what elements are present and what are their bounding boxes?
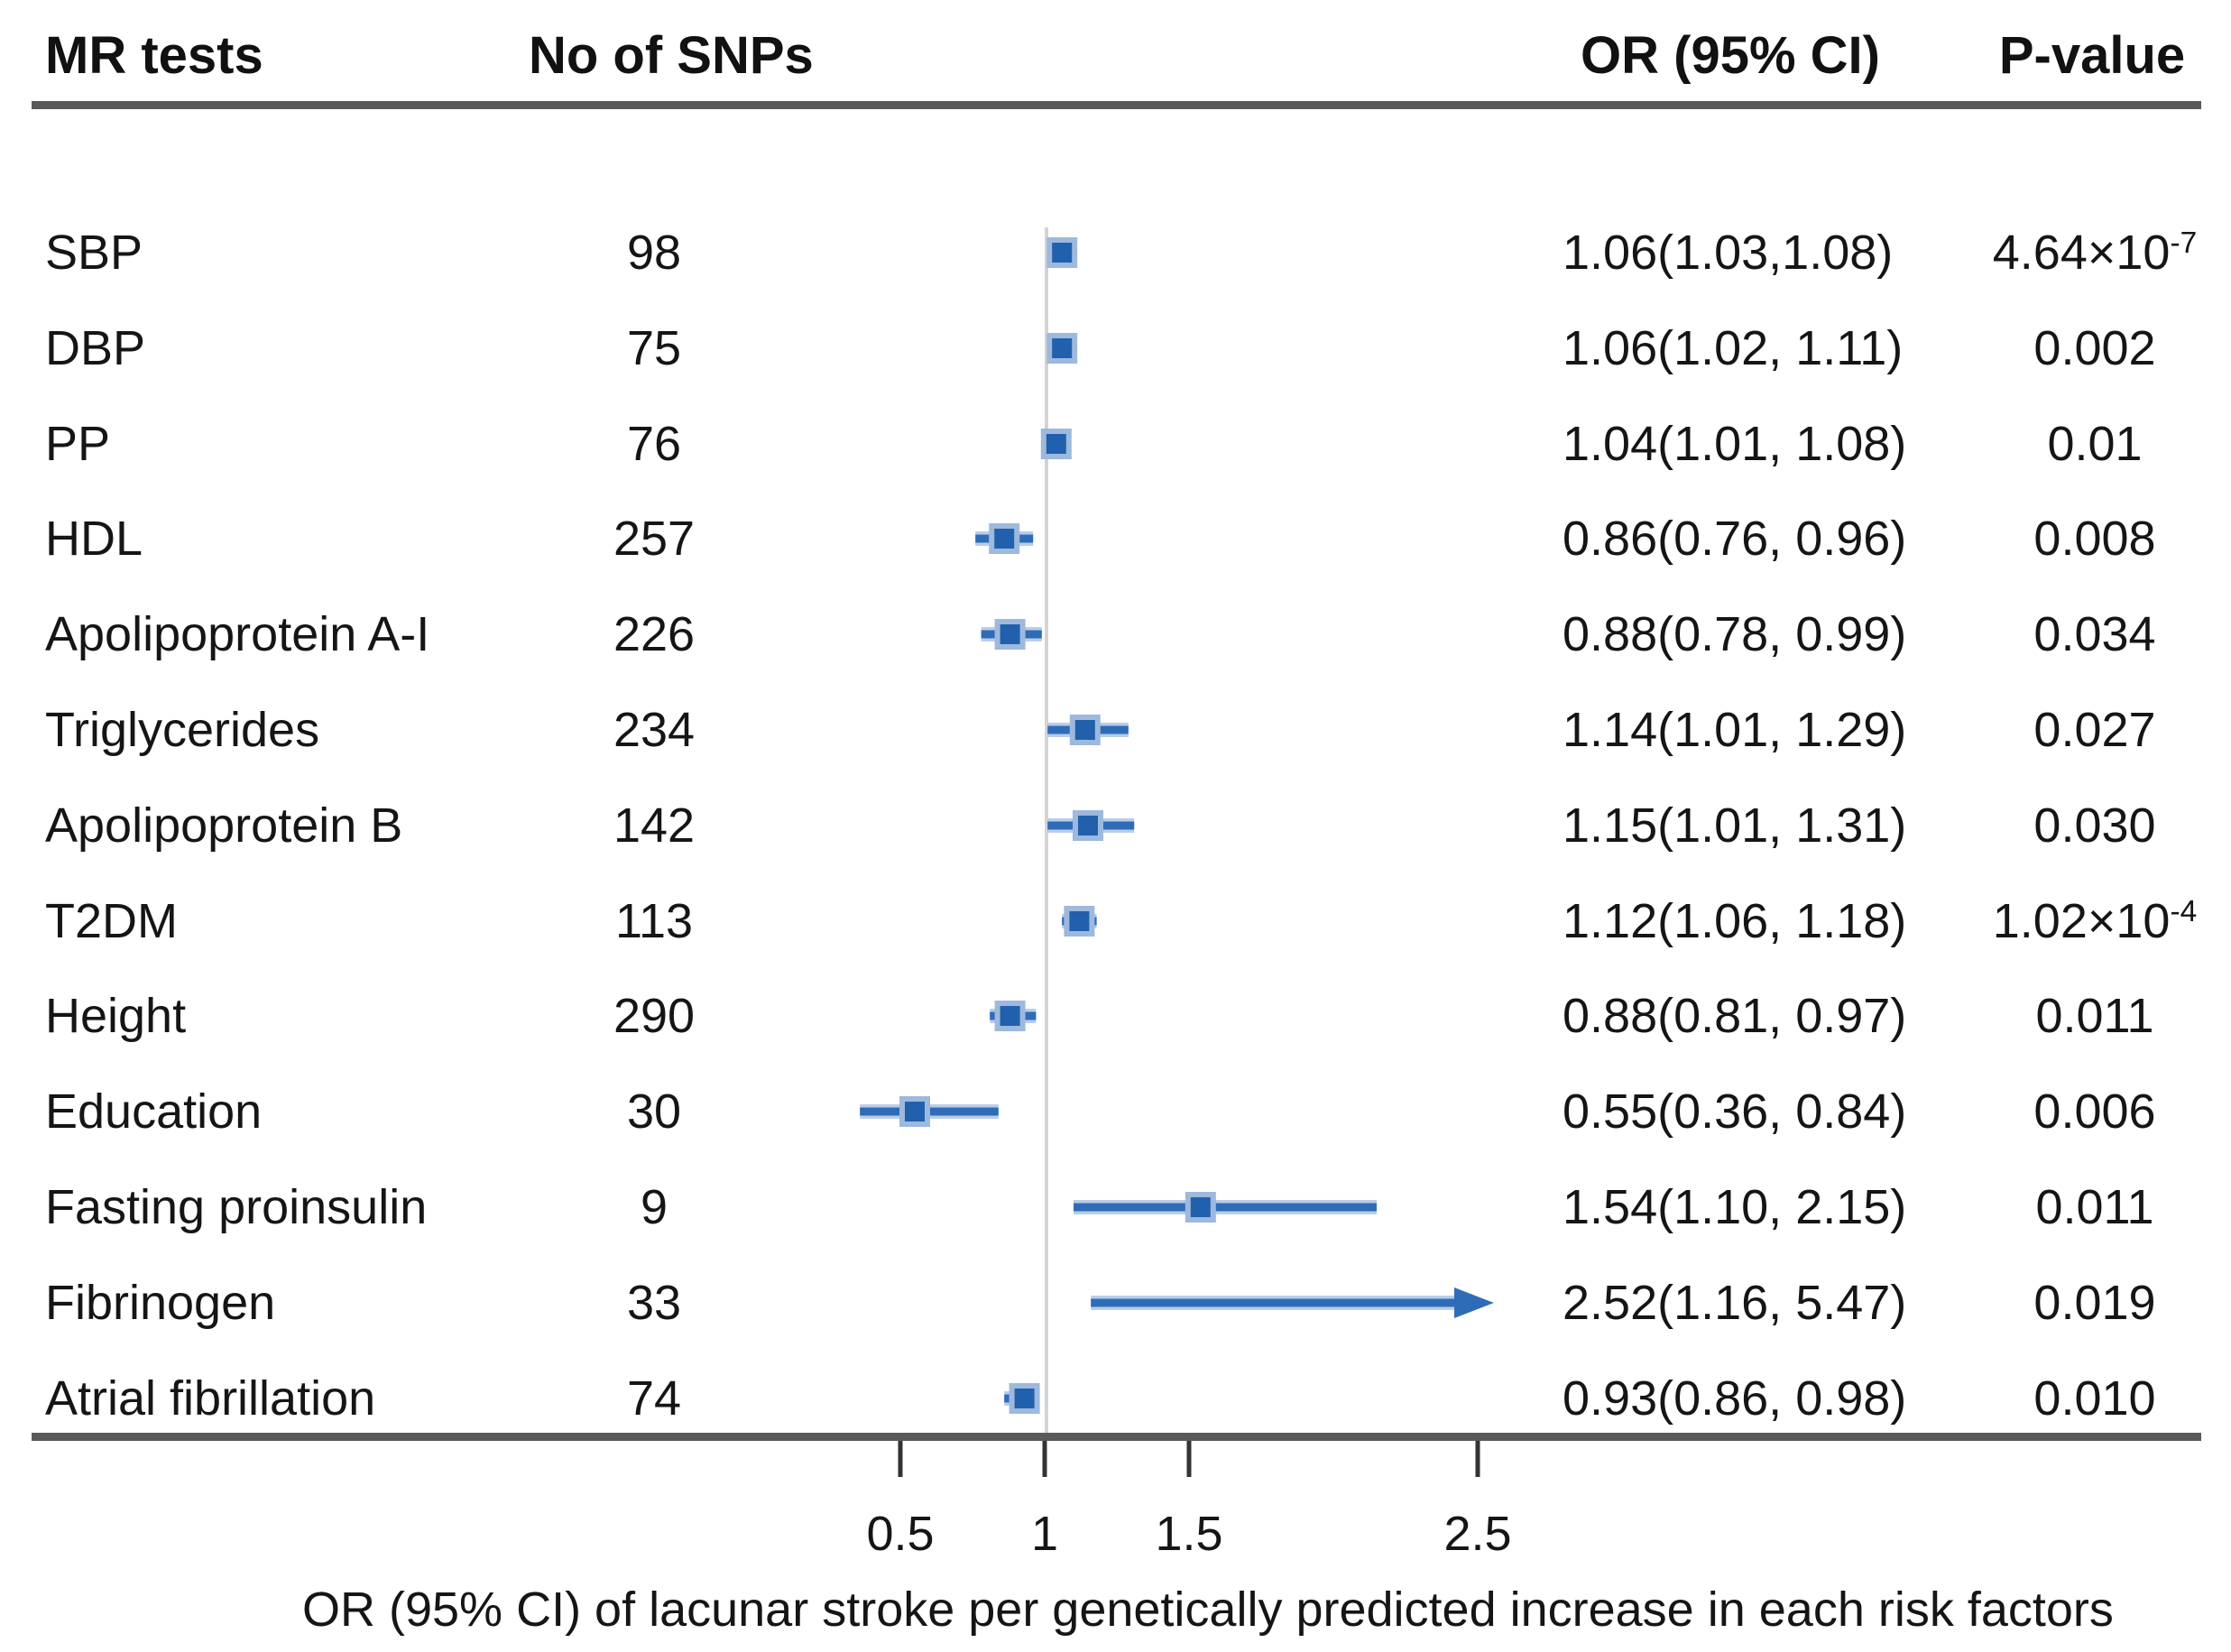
point-estimate-marker xyxy=(994,1001,1026,1031)
row-or-ci-text: 0.86(0.76, 0.96) xyxy=(1563,512,1907,566)
row-p-value: 0.01 xyxy=(2047,417,2143,471)
header-divider-rule xyxy=(32,101,2201,109)
x-axis-title: OR (95% CI) of lacunar stroke per geneti… xyxy=(302,1583,2114,1637)
row-snp-count: 9 xyxy=(640,1180,668,1234)
row-or-ci-text: 0.93(0.86, 0.98) xyxy=(1563,1371,1907,1426)
row-p-value: 0.008 xyxy=(2033,512,2156,566)
point-estimate-marker xyxy=(1009,1383,1040,1414)
point-estimate-marker xyxy=(989,523,1020,554)
row-or-ci-text: 0.88(0.81, 0.97) xyxy=(1563,989,1907,1043)
row-or-ci-text: 1.14(1.01, 1.29) xyxy=(1563,703,1907,757)
row-or-ci-text: 0.88(0.78, 0.99) xyxy=(1563,607,1907,661)
row-p-value: 0.019 xyxy=(2033,1276,2156,1330)
row-snp-count: 226 xyxy=(613,607,696,661)
ci-clipped-arrow-icon xyxy=(1454,1287,1494,1318)
row-snp-count: 33 xyxy=(626,1276,682,1330)
reference-line-or-1 xyxy=(1045,227,1048,1433)
x-axis-tick-label: 2.5 xyxy=(1443,1507,1512,1561)
row-snp-count: 234 xyxy=(613,703,696,757)
x-axis-tick-label: 1 xyxy=(1030,1507,1059,1561)
row-label: Fasting proinsulin xyxy=(45,1180,428,1234)
row-snp-count: 290 xyxy=(613,989,696,1043)
row-p-value: 0.030 xyxy=(2033,798,2156,853)
row-p-value: 0.011 xyxy=(2035,989,2154,1043)
row-or-ci-text: 1.54(1.10, 2.15) xyxy=(1563,1180,1907,1234)
x-axis-tick-label: 0.5 xyxy=(866,1507,935,1561)
row-or-ci-text: 1.15(1.01, 1.31) xyxy=(1563,798,1907,853)
row-p-value: 0.002 xyxy=(2033,321,2156,375)
column-header-p-value: P-value xyxy=(1998,26,2186,85)
row-snp-count: 142 xyxy=(613,798,696,853)
point-estimate-marker xyxy=(1040,429,1072,459)
row-label: HDL xyxy=(45,512,143,566)
x-axis-tick-label: 1.5 xyxy=(1155,1507,1223,1561)
row-snp-count: 98 xyxy=(626,226,682,280)
point-estimate-marker xyxy=(994,619,1026,650)
point-estimate-marker xyxy=(1064,906,1095,937)
row-or-ci-text: 0.55(0.36, 0.84) xyxy=(1563,1084,1907,1139)
row-p-value: 0.011 xyxy=(2035,1180,2154,1234)
row-label: Atrial fibrillation xyxy=(45,1371,376,1426)
row-label: DBP xyxy=(45,321,146,375)
axis-baseline-rule xyxy=(32,1433,2201,1441)
row-label: T2DM xyxy=(45,894,178,948)
row-or-ci-text: 1.06(1.02, 1.11) xyxy=(1563,321,1904,375)
row-or-ci-text: 2.52(1.16, 5.47) xyxy=(1563,1276,1907,1330)
row-p-value: 4.64×10-7 xyxy=(1992,226,2198,280)
column-header-mr-tests: MR tests xyxy=(45,26,263,85)
row-or-ci-text: 1.12(1.06, 1.18) xyxy=(1563,894,1907,948)
point-estimate-marker xyxy=(1073,810,1103,841)
row-label: Apolipoprotein B xyxy=(45,798,403,853)
row-p-value: 0.027 xyxy=(2033,703,2156,757)
row-snp-count: 257 xyxy=(613,512,696,566)
row-snp-count: 76 xyxy=(626,417,682,471)
point-estimate-marker xyxy=(1046,333,1078,364)
row-snp-count: 74 xyxy=(626,1371,682,1426)
row-snp-count: 30 xyxy=(626,1084,682,1139)
row-or-ci-text: 1.06(1.03,1.08) xyxy=(1563,226,1894,280)
row-label: SBP xyxy=(45,226,143,280)
point-estimate-marker xyxy=(1069,715,1101,745)
row-snp-count: 113 xyxy=(614,894,694,948)
row-label: Height xyxy=(45,989,187,1043)
row-p-value: 1.02×10-4 xyxy=(1992,894,2198,948)
point-estimate-marker xyxy=(1046,237,1078,268)
row-p-value: 0.006 xyxy=(2033,1084,2156,1139)
row-snp-count: 75 xyxy=(626,321,682,375)
row-p-value: 0.010 xyxy=(2033,1371,2156,1426)
row-label: Education xyxy=(45,1084,263,1139)
point-estimate-marker xyxy=(1185,1192,1216,1223)
point-estimate-marker xyxy=(899,1096,930,1127)
row-label: PP xyxy=(45,417,111,471)
row-or-ci-text: 1.04(1.01, 1.08) xyxy=(1563,417,1907,471)
column-header-or-ci: OR (95% CI) xyxy=(1581,26,1880,85)
row-p-value: 0.034 xyxy=(2033,607,2156,661)
column-header-no-of-snps: No of SNPs xyxy=(529,26,814,85)
row-label: Triglycerides xyxy=(45,703,320,757)
row-label: Fibrinogen xyxy=(45,1276,276,1330)
row-label: Apolipoprotein A-I xyxy=(45,607,430,661)
